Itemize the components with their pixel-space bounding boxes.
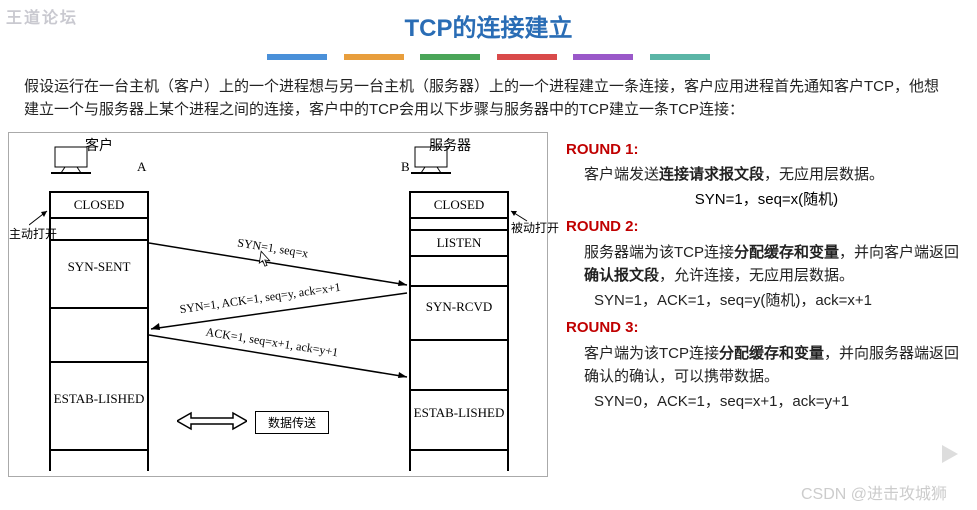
r2-post: ，允许连接，无应用层数据。 — [659, 267, 854, 284]
intro-text: 假设运行在一台主机（客户）上的一个进程想与另一台主机（服务器）上的一个进程建立一… — [0, 75, 977, 132]
r1-pre: 客户端发送 — [584, 166, 659, 183]
bar-4 — [497, 54, 557, 60]
page-title: TCP的连接建立 — [0, 0, 977, 47]
title-underline — [0, 47, 977, 65]
client-lane: CLOSED SYN-SENT ESTAB-LISHED — [49, 191, 149, 471]
r3-pre: 客户端为该TCP连接 — [584, 345, 719, 362]
state-estab-r: ESTAB-LISHED — [411, 389, 507, 451]
cursor-icon — [258, 250, 272, 268]
r2-mid: ，并向客户端返回 — [839, 244, 959, 261]
round3-title: ROUND 3: — [566, 316, 967, 339]
bar-5 — [573, 54, 633, 60]
state-synsent: SYN-SENT — [51, 239, 147, 309]
server-host — [409, 143, 509, 182]
rounds-panel: ROUND 1: 客户端发送连接请求报文段，无应用层数据。 SYN=1，seq=… — [548, 132, 969, 477]
state-listen: LISTEN — [411, 229, 507, 257]
round2-body: 服务器端为该TCP连接分配缓存和变量，并向客户端返回确认报文段，允许连接，无应用… — [566, 241, 967, 288]
computer-icon — [49, 143, 93, 177]
host-b-label: B — [401, 159, 410, 175]
watermark: 王道论坛 — [6, 4, 78, 28]
arrow-icon — [509, 209, 529, 223]
r1-bold: 连接请求报文段 — [659, 166, 764, 183]
round1-body: 客户端发送连接请求报文段，无应用层数据。 — [566, 163, 967, 186]
r2-b1: 分配缓存和变量 — [734, 244, 839, 261]
round2-title: ROUND 2: — [566, 215, 967, 238]
r1-post: ，无应用层数据。 — [764, 166, 884, 183]
state-estab-l: ESTAB-LISHED — [51, 361, 147, 451]
state-closed-r: CLOSED — [411, 191, 507, 219]
sequence-diagram: 客户 服务器 A B CLOSED SYN-SENT ESTAB-LISHED … — [8, 132, 548, 477]
round3-body: 客户端为该TCP连接分配缓存和变量，并向服务器端返回确认的确认，可以携带数据。 — [566, 342, 967, 389]
round3-code: SYN=0，ACK=1，seq=x+1，ack=y+1 — [566, 390, 967, 413]
arrow-icon — [29, 209, 49, 227]
r3-bold: 分配缓存和变量 — [719, 345, 824, 362]
round1-code: SYN=1，seq=x(随机) — [566, 188, 967, 211]
round1-title: ROUND 1: — [566, 138, 967, 161]
main-row: 客户 服务器 A B CLOSED SYN-SENT ESTAB-LISHED … — [0, 132, 977, 477]
data-transfer-label: 数据传送 — [255, 411, 329, 434]
client-host — [49, 143, 149, 182]
bar-2 — [344, 54, 404, 60]
state-synrcvd: SYN-RCVD — [411, 285, 507, 341]
server-lane: CLOSED LISTEN SYN-RCVD ESTAB-LISHED — [409, 191, 509, 471]
round2-code: SYN=1，ACK=1，seq=y(随机)，ack=x+1 — [566, 289, 967, 312]
double-arrow-icon — [177, 411, 247, 431]
csdn-watermark: CSDN @进击攻城狮 — [801, 480, 947, 504]
r2-pre: 服务器端为该TCP连接 — [584, 244, 734, 261]
play-button[interactable] — [927, 432, 971, 476]
active-open-label: 主动打开 — [9, 225, 57, 242]
bar-6 — [650, 54, 710, 60]
state-closed-l: CLOSED — [51, 191, 147, 219]
bar-3 — [420, 54, 480, 60]
play-icon — [936, 441, 962, 467]
bar-1 — [267, 54, 327, 60]
r2-b2: 确认报文段 — [584, 267, 659, 284]
host-a-label: A — [137, 159, 146, 175]
computer-icon — [409, 143, 453, 177]
